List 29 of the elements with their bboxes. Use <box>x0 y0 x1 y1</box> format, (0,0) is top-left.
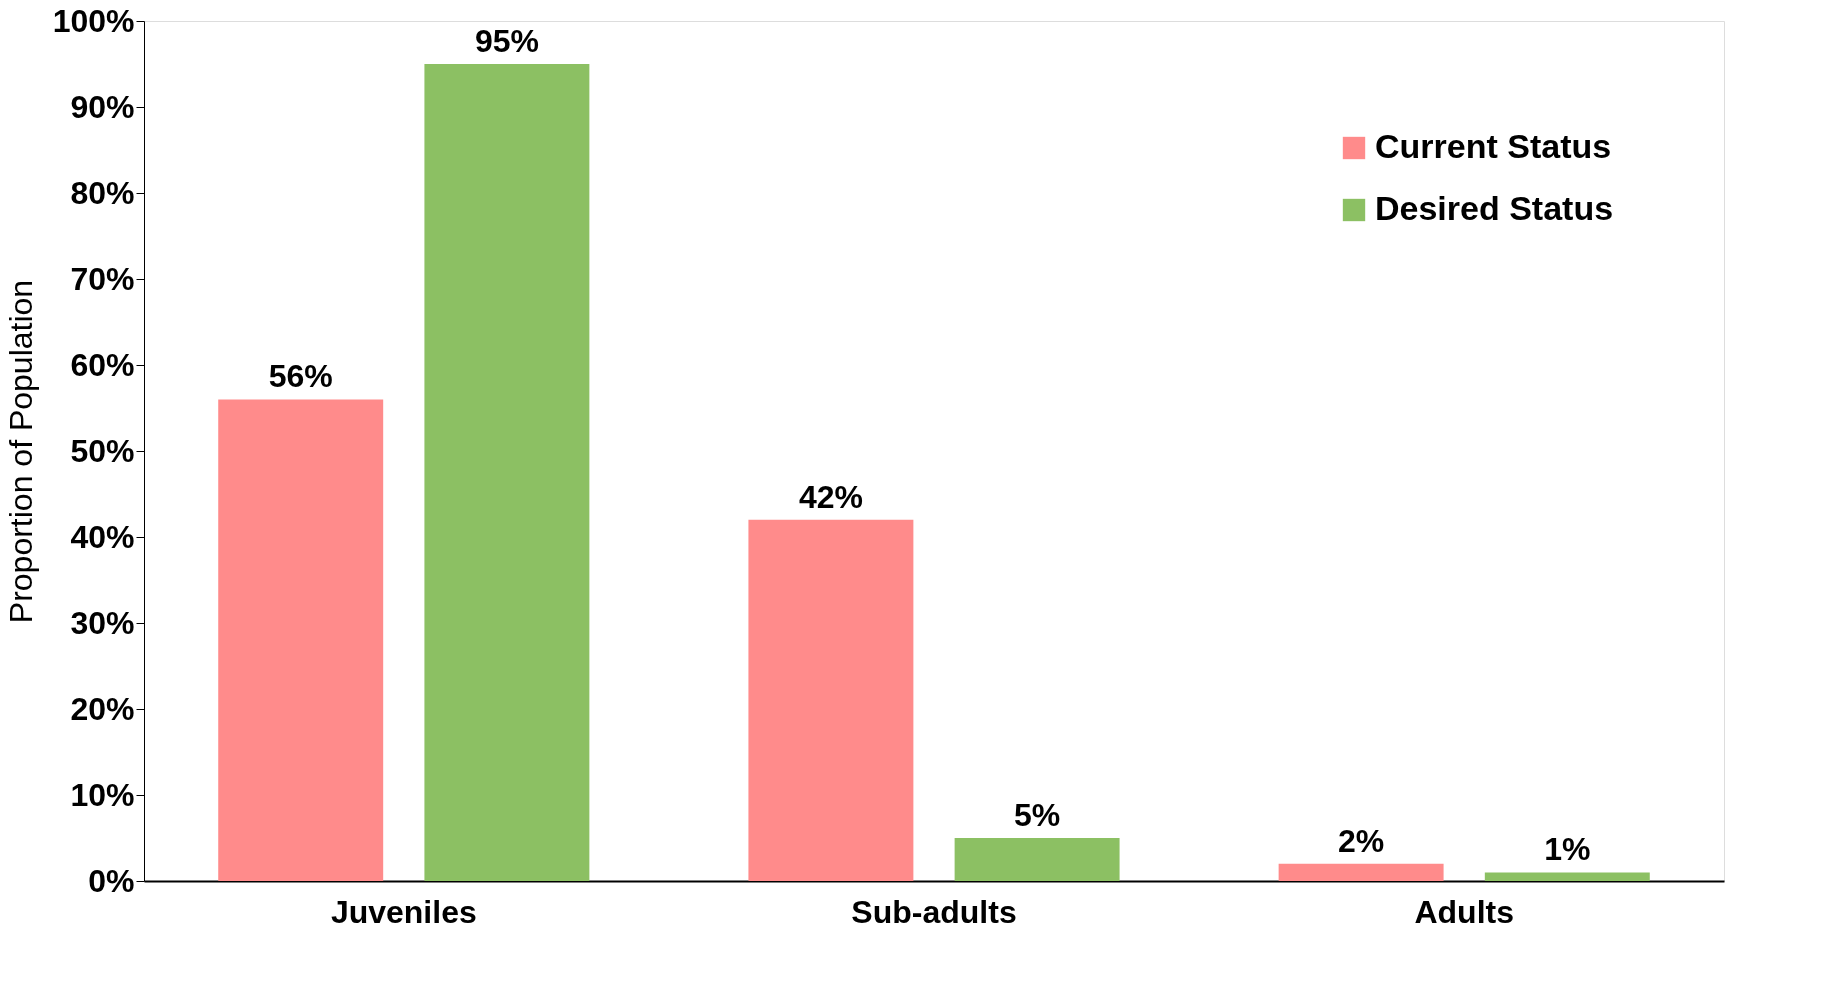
y-tick-label: 80% <box>70 174 135 211</box>
y-tick-label: 0% <box>88 862 135 899</box>
bar <box>1484 872 1650 881</box>
text: 42% <box>798 478 863 515</box>
legend-label: Desired Status <box>1375 189 1614 227</box>
text: 5% <box>1013 797 1061 833</box>
text: 95% <box>474 23 539 59</box>
y-tick-label: 90% <box>70 88 135 125</box>
y-tick-label: 70% <box>70 260 135 297</box>
x-tick-label: Sub-adults <box>851 893 1017 930</box>
y-tick-label: 20% <box>70 690 135 727</box>
bar <box>748 519 914 881</box>
y-tick-label: 40% <box>70 518 135 555</box>
y-tick-label: 10% <box>70 776 135 813</box>
text: 56% <box>268 358 333 395</box>
x-tick-label: Juveniles <box>330 893 477 930</box>
legend-label: Current Status <box>1375 127 1612 165</box>
text: 2% <box>1337 822 1385 859</box>
y-axis-title: Proportion of Population <box>2 279 39 624</box>
y-tick-label: 100% <box>52 2 135 39</box>
bar <box>218 399 384 881</box>
bar <box>954 838 1120 881</box>
bar <box>424 64 590 881</box>
y-tick-label: 50% <box>70 432 135 469</box>
y-tick-label: 60% <box>70 346 135 383</box>
x-tick-label: Adults <box>1414 893 1514 930</box>
y-tick-label: 30% <box>70 604 135 641</box>
text: 1% <box>1544 831 1591 868</box>
bar <box>1278 863 1444 881</box>
